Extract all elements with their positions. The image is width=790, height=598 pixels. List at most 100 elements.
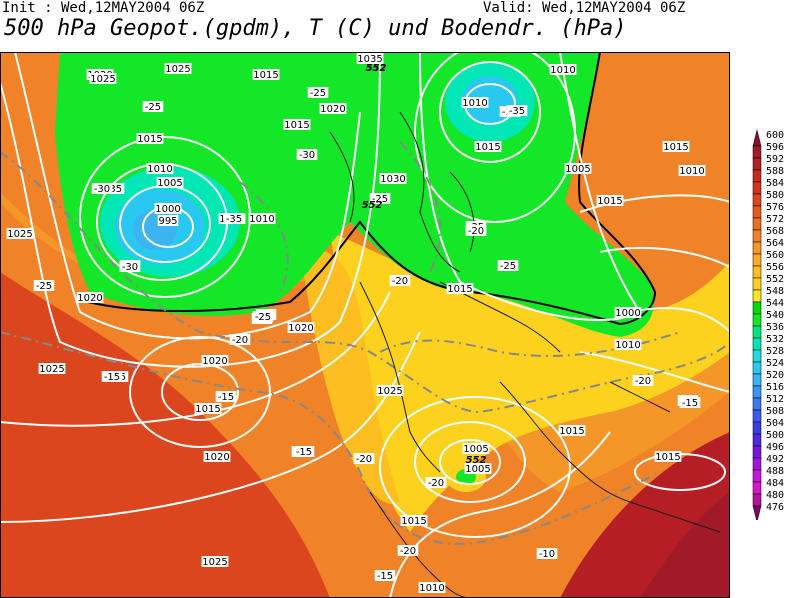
isotherm-label-text: -20 xyxy=(356,454,372,465)
isotherm-label: -20 xyxy=(465,225,487,237)
isobar-label-text: 1030 xyxy=(380,174,405,185)
temperature-labels: -30-25-35-25-30-25-30-25-35-35-35-25-30-… xyxy=(33,87,701,582)
isobar-label: 1015 xyxy=(252,69,280,81)
isotherm-label: -20 xyxy=(229,334,251,346)
transition-band xyxy=(300,249,400,504)
isotherm-label: -30 xyxy=(91,183,113,195)
geopotential-height-label: 552 xyxy=(466,455,487,466)
isobar-label-bg xyxy=(146,163,174,174)
colorbar-swatch xyxy=(752,325,762,339)
isobar-label: 1010 xyxy=(248,213,276,225)
isotherm-label-bg xyxy=(33,280,55,291)
isobar-label-text: 1000 xyxy=(615,308,640,319)
isobar-label: 1005 xyxy=(464,463,492,475)
isotherm-label-text: -25 xyxy=(255,312,271,323)
valid-time-label: Valid: Wed,12MAY2004 06Z xyxy=(483,0,686,16)
isobar-label: 1010 xyxy=(418,582,446,594)
isotherm-label-text: -20 xyxy=(232,335,248,346)
isobar-label-bg xyxy=(319,103,347,114)
colorbar-swatch xyxy=(752,457,762,471)
isobar-label: 995 xyxy=(157,215,179,227)
isobar-label-text: 1015 xyxy=(655,452,680,463)
isobar-label: 1010 xyxy=(461,97,489,109)
isotherm-label: -25 xyxy=(369,193,391,205)
colorbar-label: 580 xyxy=(766,190,784,201)
isobar-label-bg xyxy=(474,141,502,152)
colorbar-label: 484 xyxy=(766,478,784,489)
init-time-label: Init : Wed,12MAY2004 06Z xyxy=(2,0,205,16)
isobar-label-text: 1025 xyxy=(165,64,190,75)
isobar-label-bg xyxy=(194,403,222,414)
isotherm-label: -20 xyxy=(389,275,411,287)
isotherm-label-text: -15 xyxy=(377,571,393,582)
isotherm-label: -15 xyxy=(215,391,237,403)
isobar-label-bg xyxy=(252,69,280,80)
isobar-label-bg xyxy=(76,292,104,303)
colorbar-label: 540 xyxy=(766,310,784,321)
isobar-label: 1025 xyxy=(6,228,34,240)
isotherm-label-bg xyxy=(353,453,375,464)
isobar-label-text: 1010 xyxy=(249,214,274,225)
colorbar-swatch xyxy=(752,157,762,171)
isobar-label-text: 1015 xyxy=(253,70,278,81)
colorbar-label: 500 xyxy=(766,430,784,441)
isotherm-label-bg xyxy=(293,446,315,457)
colorbar-swatch xyxy=(752,301,762,315)
isobar-label: 1010 xyxy=(614,339,642,351)
isotherm-label: -25 xyxy=(33,280,55,292)
isobar-label: 1015 xyxy=(136,133,164,145)
isotherm-label-bg xyxy=(91,183,113,194)
isobar-label: 1010 xyxy=(549,64,577,76)
geopotential-height-label: 552 xyxy=(362,200,383,211)
warm-sector-southwest xyxy=(0,272,330,598)
isotherm-label-text: -10 xyxy=(539,549,555,560)
colorbar-label: 476 xyxy=(766,502,784,513)
isotherm-label-text: -30 xyxy=(299,150,315,161)
isotherm-label-bg xyxy=(536,548,558,559)
isobar-label-text: 1015 xyxy=(559,426,584,437)
colorbar-legend: 6005965925885845805765725685645605565525… xyxy=(752,129,784,520)
isobar-label: 1010 xyxy=(146,163,174,175)
isobar-label-bg xyxy=(283,119,311,130)
isotherm-label-bg xyxy=(389,275,411,286)
isobar-label: 1020 xyxy=(203,451,231,463)
isotherm-label: -15 xyxy=(101,371,123,383)
isotherm-label-text: -35 xyxy=(509,106,525,117)
colorbar-swatch xyxy=(752,337,762,351)
isobar-label-bg xyxy=(203,451,231,462)
colorbar-label: 596 xyxy=(766,142,784,153)
isotherm-label-bg xyxy=(425,477,447,488)
isotherm-label-bg xyxy=(369,193,391,204)
colorbar-swatch xyxy=(752,181,762,195)
isobar-label-text: 1020 xyxy=(202,356,227,367)
colorbar-label: 556 xyxy=(766,262,784,273)
isobar-label-bg xyxy=(461,97,489,108)
colorbar-swatch xyxy=(752,253,762,267)
isobar-label: 1015 xyxy=(654,451,682,463)
isotherm-label-text: -25 xyxy=(500,261,516,272)
isobar-label: 1015 xyxy=(662,141,690,153)
isobar-label: 1025 xyxy=(89,73,117,85)
isotherm-label-bg xyxy=(252,311,274,322)
isobar-label-bg xyxy=(154,203,182,214)
isobar-label-bg xyxy=(654,451,682,462)
colorbar-swatch xyxy=(752,409,762,423)
colorbar-label: 488 xyxy=(766,466,784,477)
isobar-label-bg xyxy=(446,283,474,294)
isobar-label: 1015 xyxy=(283,119,311,131)
isotherm-label-bg xyxy=(223,213,245,224)
isobar-label-bg xyxy=(400,515,428,526)
isotherm-label-bg xyxy=(142,101,164,112)
colorbar-swatch xyxy=(752,361,762,375)
colorbar-label: 504 xyxy=(766,418,784,429)
isobar-label-text: 1010 xyxy=(462,98,487,109)
isotherm-label-bg xyxy=(296,149,318,160)
map-title: 500 hPa Geopot.(gpdm), T (C) und Bodendr… xyxy=(4,16,627,41)
colorbar-swatch xyxy=(752,481,762,495)
colorbar-label: 512 xyxy=(766,394,784,405)
isobar-label-bg xyxy=(678,165,706,176)
isobar-label-text: 1005 xyxy=(463,444,488,455)
isobar-label: 1025 xyxy=(201,556,229,568)
colorbar-swatch xyxy=(752,217,762,231)
